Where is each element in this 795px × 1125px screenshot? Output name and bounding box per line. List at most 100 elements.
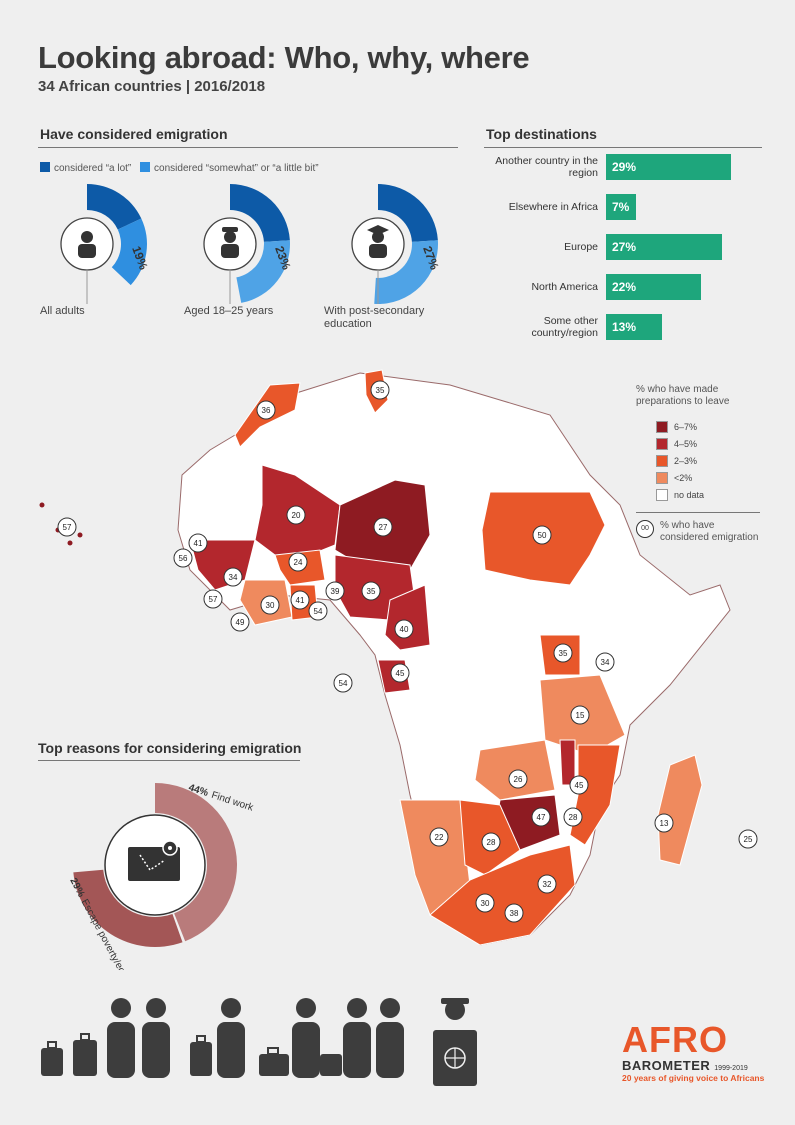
- map-bubble: 34: [223, 567, 243, 587]
- suitcase-icon: [190, 1035, 212, 1076]
- donut-a-lot-label-2: 24%: [364, 180, 388, 183]
- map-bubble-value: 36: [262, 406, 271, 415]
- map-cape-verde-3: [67, 540, 73, 546]
- donut-label-post-secondary-2: education: [324, 318, 372, 330]
- map-bubble-value: 45: [396, 669, 405, 678]
- map-bubble-value: 54: [339, 679, 348, 688]
- destination-value: 27%: [612, 240, 637, 254]
- africa-map: 36 35 20 27 50 41 56 34 24 57 30 41 54 39 35 49 40 35 34 45…: [39, 369, 758, 946]
- map-bubble-value: 30: [481, 899, 490, 908]
- afrobarometer-logo: AFRO BAROMETER 1999-2019 20 years of giv…: [622, 1022, 764, 1084]
- reason-poverty-arc: [73, 869, 183, 947]
- map-legend-label: <2%: [674, 472, 693, 483]
- map-bubble-value: 35: [367, 587, 376, 596]
- map-mozambique: [569, 744, 621, 846]
- map-cape-verde-1: [39, 502, 45, 508]
- legend-a-lot-label: considered “a lot”: [54, 163, 132, 174]
- map-bubble-value: 57: [63, 523, 72, 532]
- destination-label: Elsewhere in Africa: [508, 201, 598, 213]
- map-bubble: 36: [256, 400, 276, 420]
- map-bubble-value: 50: [538, 531, 547, 540]
- map-legend-title-2: preparations to leave: [636, 396, 730, 407]
- map-bubble: 13: [654, 813, 674, 833]
- bubble-key-text-1: % who have: [660, 520, 715, 531]
- cap-person-icon: [221, 227, 239, 258]
- donut-label-aged: Aged 18–25 years: [184, 305, 274, 317]
- donut-a-lot-label-1: 24%: [216, 180, 240, 183]
- destination-bar: 22%: [606, 274, 701, 300]
- map-bubble: 49: [230, 612, 250, 632]
- map-bubble-value: 34: [229, 573, 238, 582]
- destination-row: Elsewhere in Africa 7%: [480, 194, 637, 220]
- map-legend-item: 4–5%: [656, 435, 704, 452]
- donut-label-post-secondary-1: With post-secondary: [324, 305, 425, 317]
- map-bubble-value: 49: [236, 618, 245, 627]
- page-title: Looking abroad: Who, why, where: [38, 40, 530, 75]
- officer-icon: [433, 998, 477, 1086]
- map-legend-label: no data: [674, 489, 705, 500]
- map-bubble-value: 28: [487, 838, 496, 847]
- person-icon: [292, 998, 320, 1078]
- destination-row: Europe 27%: [480, 234, 723, 260]
- map-bubble: 41: [188, 533, 208, 553]
- map-bubble-value: 54: [314, 607, 323, 616]
- destination-value: 7%: [612, 200, 630, 214]
- destination-label: North America: [531, 281, 598, 293]
- map-bubble-value: 27: [379, 523, 388, 532]
- map-bubble: 32: [537, 874, 557, 894]
- person-icon: [78, 231, 96, 258]
- map-bubble-value: 39: [331, 587, 340, 596]
- reasons-donut: 44%Find work 29%Escape poverty/economic …: [67, 782, 256, 970]
- donut-label-post-secondary: With post-secondary education: [324, 305, 424, 331]
- donut-a-lot-0: [87, 184, 142, 230]
- map-legend-swatch: [656, 488, 668, 501]
- map-bubble-value: 20: [292, 511, 301, 520]
- reason1-label: Find work: [210, 790, 256, 814]
- map-bubble-value: 56: [179, 554, 188, 563]
- map-bubble: 25: [738, 829, 758, 849]
- map-bubble-value: 32: [543, 880, 552, 889]
- donut-label-all-adults: All adults: [40, 305, 85, 317]
- map-bubble-value: 34: [601, 658, 610, 667]
- map-madagascar: [657, 754, 703, 866]
- person-icon: [343, 998, 371, 1078]
- page-subtitle: 34 African countries | 2016/2018: [38, 78, 266, 95]
- destination-bar: 7%: [606, 194, 637, 220]
- donut-a-lot-2: [378, 184, 438, 242]
- destination-label: Some other country/region: [531, 315, 598, 339]
- person-icon: [107, 998, 135, 1078]
- map-bubble: 54: [333, 673, 353, 693]
- donut-somewhat-2: [374, 240, 438, 304]
- map-bubble-value: 35: [376, 386, 385, 395]
- map-bubble-value: 28: [569, 813, 578, 822]
- map-legend: 6–7% 4–5% 2–3% <2% no data: [656, 418, 704, 503]
- destination-row: North America 22%: [480, 274, 701, 300]
- map-pin-icon: [128, 840, 180, 881]
- person-icon: [376, 998, 404, 1078]
- map-legend-label: 4–5%: [674, 438, 698, 449]
- map-bubble: 30: [475, 893, 495, 913]
- map-bubble-value: 25: [744, 835, 753, 844]
- map-legend-rule: [636, 512, 760, 513]
- map-bubble: 45: [569, 775, 589, 795]
- suitcase-icon: [320, 1054, 342, 1076]
- person-icon: [217, 998, 245, 1078]
- map-bubble-value: 35: [559, 649, 568, 658]
- destination-row: Some other country/region 13%: [480, 314, 662, 340]
- map-bubble: 24: [288, 552, 308, 572]
- map-legend-item: 2–3%: [656, 452, 704, 469]
- map-bubble: 50: [532, 525, 552, 545]
- map-bubble-value: 13: [660, 819, 669, 828]
- donut-a-lot-label-0: 18%: [73, 180, 97, 183]
- destinations-heading: Top destinations: [486, 126, 597, 142]
- map-bubble: 38: [504, 903, 524, 923]
- emigration-heading: Have considered emigration: [40, 126, 228, 142]
- map-bubble-value: 30: [266, 601, 275, 610]
- map-bubble: 45: [390, 663, 410, 683]
- map-bubble-value: 24: [294, 558, 303, 567]
- map-bubble: 28: [481, 832, 501, 852]
- destination-bar: 27%: [606, 234, 723, 260]
- logo-years: 1999-2019: [714, 1065, 748, 1072]
- destinations-rule: [484, 147, 762, 148]
- map-bubble: 26: [508, 769, 528, 789]
